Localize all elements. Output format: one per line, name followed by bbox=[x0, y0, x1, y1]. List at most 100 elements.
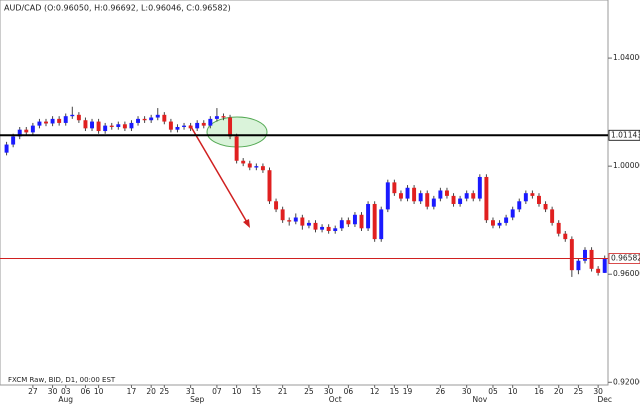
price-label-box bbox=[608, 253, 640, 264]
candle-body bbox=[346, 220, 351, 225]
arrow-head bbox=[243, 219, 250, 228]
candle-body bbox=[267, 170, 272, 202]
y-tick-label: 1.00000 bbox=[613, 161, 640, 170]
candle-body bbox=[260, 166, 265, 171]
x-tick-label: 03 bbox=[61, 387, 71, 396]
candle-body bbox=[57, 118, 62, 123]
x-tick-label: 26 bbox=[436, 387, 446, 396]
x-tick-label: 30 bbox=[593, 387, 603, 396]
candle-body bbox=[517, 201, 522, 210]
candle-body bbox=[563, 233, 568, 240]
candle-body bbox=[339, 220, 344, 229]
candle-body bbox=[214, 116, 219, 119]
candle-body bbox=[50, 118, 55, 124]
x-tick-label: 17 bbox=[127, 387, 137, 396]
candle-body bbox=[523, 193, 528, 202]
source-note: FXCM Raw, BID, D1, 00:00 EST bbox=[8, 376, 116, 384]
trend-arrow bbox=[189, 124, 249, 225]
candle-body bbox=[602, 258, 607, 273]
candle-body bbox=[431, 198, 436, 207]
x-tick-label: 30 bbox=[462, 387, 472, 396]
candle-body bbox=[208, 118, 213, 126]
candle-body bbox=[221, 116, 226, 118]
candle-body bbox=[451, 195, 456, 204]
x-tick-label: 31 bbox=[186, 387, 196, 396]
candle-body bbox=[274, 201, 279, 210]
candle-body bbox=[569, 239, 574, 271]
candle-body bbox=[11, 136, 16, 145]
candle-body bbox=[254, 166, 259, 168]
month-label: Sep bbox=[190, 395, 204, 404]
candle-body bbox=[596, 268, 601, 273]
candle-body bbox=[385, 182, 390, 210]
candle-body bbox=[372, 203, 377, 240]
x-tick-label: 15 bbox=[390, 387, 400, 396]
price-label: 0.96582 bbox=[611, 254, 640, 263]
x-tick-label: 10 bbox=[232, 387, 242, 396]
x-tick-label: 10 bbox=[94, 387, 104, 396]
price-label-box bbox=[608, 129, 640, 141]
candle-body bbox=[300, 217, 305, 226]
candle-body bbox=[293, 217, 298, 222]
candle-body bbox=[510, 209, 515, 218]
candle-body bbox=[320, 226, 325, 230]
candle-body bbox=[484, 176, 489, 221]
candle-body bbox=[306, 222, 311, 226]
candle-body bbox=[63, 116, 68, 123]
x-tick-label: 30 bbox=[48, 387, 58, 396]
candle-body bbox=[326, 226, 331, 231]
candle-body bbox=[425, 193, 430, 207]
candle-body bbox=[392, 182, 397, 194]
candle-body bbox=[543, 203, 548, 210]
candle-body bbox=[109, 125, 114, 127]
candle-body bbox=[4, 144, 9, 153]
candle-body bbox=[195, 122, 200, 129]
candle-body bbox=[287, 220, 292, 222]
candle-body bbox=[530, 193, 535, 196]
x-tick-label: 15 bbox=[252, 387, 262, 396]
candle-body bbox=[17, 129, 22, 137]
candle-body bbox=[129, 122, 134, 129]
x-tick-label: 12 bbox=[370, 387, 380, 396]
x-tick-label: 20 bbox=[554, 387, 564, 396]
candle-body bbox=[537, 195, 541, 204]
price-label: 1.01143 bbox=[611, 130, 640, 139]
candle-body bbox=[556, 222, 561, 234]
candle-body bbox=[103, 125, 108, 132]
candle-body bbox=[366, 203, 371, 229]
x-tick-label: 06 bbox=[81, 387, 91, 396]
candle-body bbox=[24, 129, 29, 133]
candle-body bbox=[149, 117, 154, 121]
x-tick-label: 05 bbox=[488, 387, 498, 396]
candle-body bbox=[550, 209, 555, 223]
candle-body bbox=[313, 222, 318, 230]
candle-body bbox=[136, 118, 141, 123]
candle-body bbox=[504, 217, 509, 223]
candle-body bbox=[379, 209, 384, 240]
month-label: Aug bbox=[58, 395, 73, 404]
candle-body bbox=[175, 126, 180, 130]
candle-body bbox=[96, 121, 101, 132]
candle-body bbox=[418, 193, 423, 202]
candle-body bbox=[333, 228, 338, 231]
candle-body bbox=[471, 193, 476, 199]
candle-body bbox=[142, 118, 147, 121]
x-tick-label: 16 bbox=[534, 387, 544, 396]
candle-body bbox=[228, 117, 233, 137]
x-tick-label: 25 bbox=[574, 387, 584, 396]
candle-body bbox=[90, 121, 94, 129]
x-tick-label: 27 bbox=[28, 387, 38, 396]
candle-body bbox=[234, 136, 239, 161]
candle-body bbox=[44, 121, 48, 124]
candle-body bbox=[477, 176, 482, 199]
candle-body bbox=[188, 125, 193, 129]
x-tick-label: 30 bbox=[324, 387, 334, 396]
candle-body bbox=[398, 193, 403, 199]
candle-body bbox=[241, 160, 246, 164]
plot-frame bbox=[0, 0, 609, 386]
candle-body bbox=[247, 163, 252, 168]
candle-body bbox=[464, 193, 469, 199]
candle-body bbox=[70, 114, 75, 117]
